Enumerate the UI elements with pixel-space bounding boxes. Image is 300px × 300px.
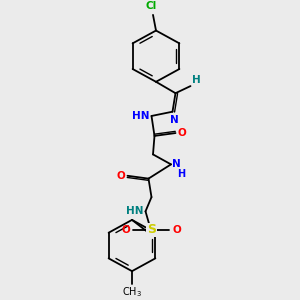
Text: H: H [178,169,186,178]
Text: CH$_3$: CH$_3$ [122,285,142,299]
Text: S: S [147,224,156,236]
Text: HN: HN [127,206,144,216]
Text: N: N [172,159,181,170]
Text: Cl: Cl [146,1,157,11]
Text: O: O [178,128,187,138]
Text: O: O [122,225,130,235]
Text: O: O [116,171,125,181]
Text: H: H [192,75,201,85]
Text: O: O [172,225,181,235]
Text: N: N [169,115,178,124]
Text: HN: HN [133,111,150,121]
